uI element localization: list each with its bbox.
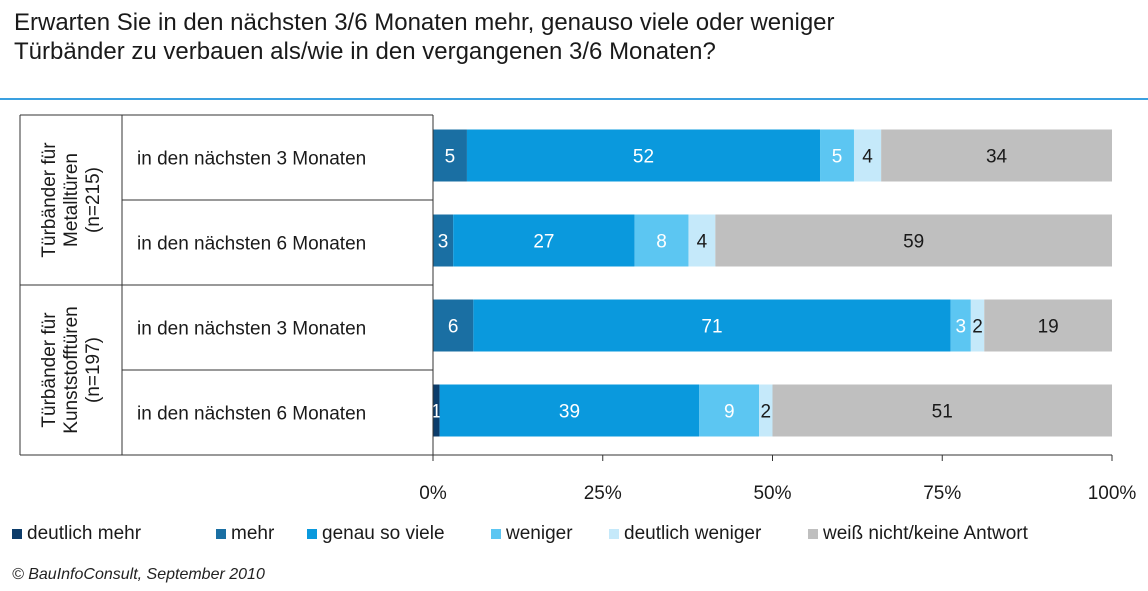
bar-segment <box>759 384 773 437</box>
data-label: 6 <box>448 317 459 338</box>
data-label: 39 <box>559 402 580 423</box>
legend-label: genau so viele <box>322 523 445 544</box>
bar-segment <box>439 384 700 437</box>
data-label: 2 <box>972 317 983 338</box>
data-label: 1 <box>431 402 442 423</box>
x-tick-label: 50% <box>753 483 791 504</box>
bar-segment <box>970 299 985 352</box>
bar-segment <box>433 129 467 182</box>
data-label: 4 <box>697 232 708 253</box>
source-note: © BauInfoConsult, September 2010 <box>12 566 265 583</box>
x-tick-label: 0% <box>419 483 447 504</box>
data-label: 34 <box>986 147 1008 168</box>
bar-segment <box>433 214 454 267</box>
data-label: 52 <box>633 147 654 168</box>
chart-title-line-1: Erwarten Sie in den nächsten 3/6 Monaten… <box>14 9 835 36</box>
bar-segment <box>881 129 1112 182</box>
bar-segment <box>453 214 635 267</box>
legend-label: weniger <box>505 523 573 544</box>
group-label-line: Türbänder für <box>39 312 60 428</box>
data-label: 19 <box>1038 317 1059 338</box>
bar-segment <box>715 214 1112 267</box>
data-label: 4 <box>862 147 873 168</box>
legend-label: deutlich weniger <box>624 523 762 544</box>
legend-swatch <box>216 529 226 539</box>
category-label: in den nächsten 3 Monaten <box>137 319 366 340</box>
legend-label: mehr <box>231 523 275 544</box>
legend-swatch <box>491 529 501 539</box>
bar-segment <box>433 299 474 352</box>
bar-segment <box>820 129 854 182</box>
data-label: 51 <box>932 402 953 423</box>
group-label-line: (n=197) <box>83 337 104 403</box>
bar-segment <box>772 384 1112 437</box>
x-tick-label: 25% <box>584 483 622 504</box>
bar-segment <box>688 214 716 267</box>
data-label: 5 <box>445 147 456 168</box>
data-label: 59 <box>903 232 924 253</box>
bar-segment <box>473 299 951 352</box>
group-label-line: Metalltüren <box>61 153 82 247</box>
data-label: 5 <box>832 147 843 168</box>
bar-segment <box>466 129 821 182</box>
bar-segment <box>634 214 689 267</box>
x-tick-label: 75% <box>923 483 961 504</box>
data-label: 3 <box>955 317 966 338</box>
legend-label: deutlich mehr <box>27 523 142 544</box>
legend-swatch <box>12 529 22 539</box>
data-label: 9 <box>724 402 735 423</box>
title-divider <box>0 98 1148 100</box>
bar-segment <box>853 129 882 182</box>
bar-segment <box>699 384 760 437</box>
category-label: in den nächsten 6 Monaten <box>137 234 366 255</box>
bar-segment <box>950 299 971 352</box>
category-label: in den nächsten 3 Monaten <box>137 149 366 170</box>
chart-title-line-2: Türbänder zu verbauen als/wie in den ver… <box>14 38 716 65</box>
group-label-line: Türbänder für <box>39 142 60 258</box>
data-label: 71 <box>701 317 722 338</box>
legend-label: weiß nicht/keine Antwort <box>822 523 1029 544</box>
legend-swatch <box>609 529 619 539</box>
x-tick-label: 100% <box>1088 483 1137 504</box>
data-label: 27 <box>533 232 554 253</box>
chart-title: Erwarten Sie in den nächsten 3/6 Monaten… <box>14 8 1134 66</box>
bar-segment <box>433 384 440 437</box>
data-label: 3 <box>438 232 449 253</box>
data-label: 8 <box>656 232 667 253</box>
data-label: 2 <box>761 402 772 423</box>
group-label-line: (n=215) <box>83 167 104 233</box>
category-label: in den nächsten 6 Monaten <box>137 404 366 425</box>
bar-segment <box>984 299 1112 352</box>
legend-swatch <box>307 529 317 539</box>
legend-swatch <box>808 529 818 539</box>
group-label-line: Kunststofftüren <box>61 306 82 433</box>
